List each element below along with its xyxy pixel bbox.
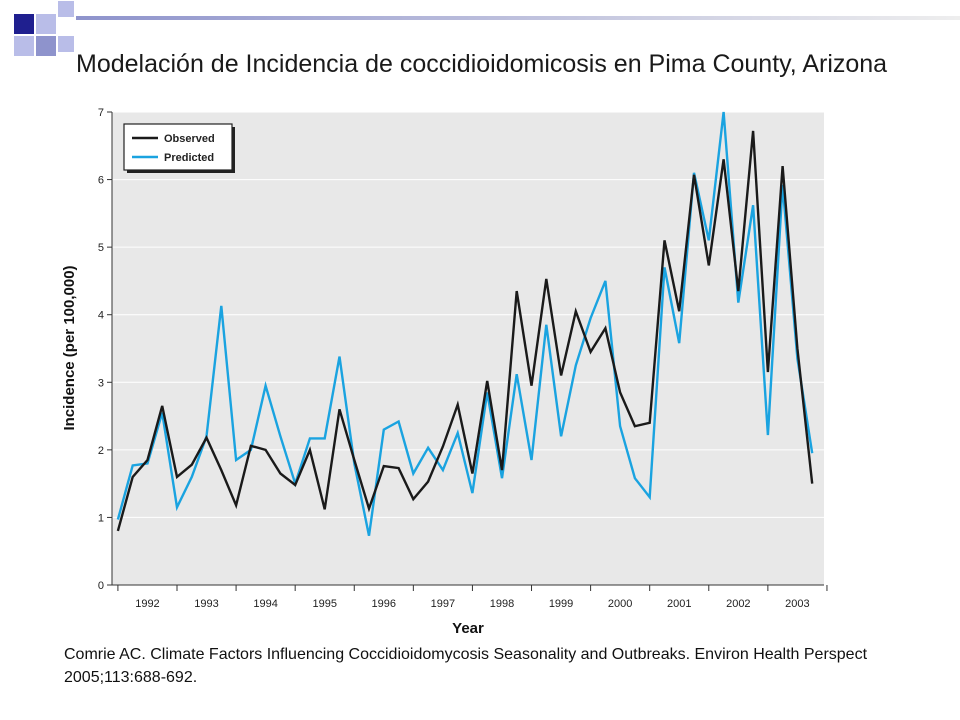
legend-label: Observed xyxy=(164,133,215,145)
corner-square-light xyxy=(58,36,74,52)
incidence-line-chart: 0 1 2 3 4 5 6 7 1992 1993 1994 1995 1996 1997 1998 1999… xyxy=(61,107,828,637)
x-tick-label: 1999 xyxy=(549,598,573,610)
gridlines-group xyxy=(112,111,824,518)
y-tick-label: 6 xyxy=(98,175,104,187)
x-tick-label: 1996 xyxy=(372,598,396,610)
x-tick-label: 1994 xyxy=(253,598,277,610)
x-tick-label: 2001 xyxy=(667,598,691,610)
corner-square-light xyxy=(36,14,56,34)
y-tick-label: 3 xyxy=(98,377,104,389)
series-line-observed xyxy=(116,130,814,532)
plot-background-group xyxy=(112,112,824,585)
header-bar-gradient xyxy=(76,16,960,20)
y-tick-label: 5 xyxy=(98,242,104,254)
x-tick-label: 1993 xyxy=(194,598,218,610)
x-tick-label: 1998 xyxy=(490,598,514,610)
corner-square-navy xyxy=(14,14,34,34)
axes-group: 0 1 2 3 4 5 6 7 1992 1993 1994 1995 1996 1997 1998 1999… xyxy=(98,107,828,610)
legend-group: Observed Predicted xyxy=(123,123,235,173)
x-tick-label: 1992 xyxy=(135,598,159,610)
legend-box xyxy=(123,123,233,171)
y-tick-label: 1 xyxy=(98,512,104,524)
y-tick-label: 4 xyxy=(98,310,104,322)
y-tick-label: 0 xyxy=(98,580,104,592)
x-tick-label: 1995 xyxy=(312,598,336,610)
y-axis-title: Incidence (per 100,000) xyxy=(61,265,78,430)
y-tick-label: 2 xyxy=(98,445,104,457)
x-axis-title: Year xyxy=(452,620,484,637)
y-tick-label: 7 xyxy=(98,107,104,119)
x-tick-label: 2002 xyxy=(726,598,750,610)
series-group xyxy=(116,111,814,536)
corner-square-light xyxy=(14,36,34,56)
corner-square-mid xyxy=(36,36,56,56)
source-citation: Comrie AC. Climate Factors Influencing C… xyxy=(64,646,868,686)
plot-area xyxy=(112,112,824,585)
x-tick-label: 2003 xyxy=(785,598,809,610)
legend-label: Predicted xyxy=(164,152,214,164)
x-tick-label: 1997 xyxy=(431,598,455,610)
slide-title: Modelación de Incidencia de coccidioidom… xyxy=(76,50,888,78)
corner-square-light xyxy=(58,1,74,17)
x-tick-label: 2000 xyxy=(608,598,632,610)
